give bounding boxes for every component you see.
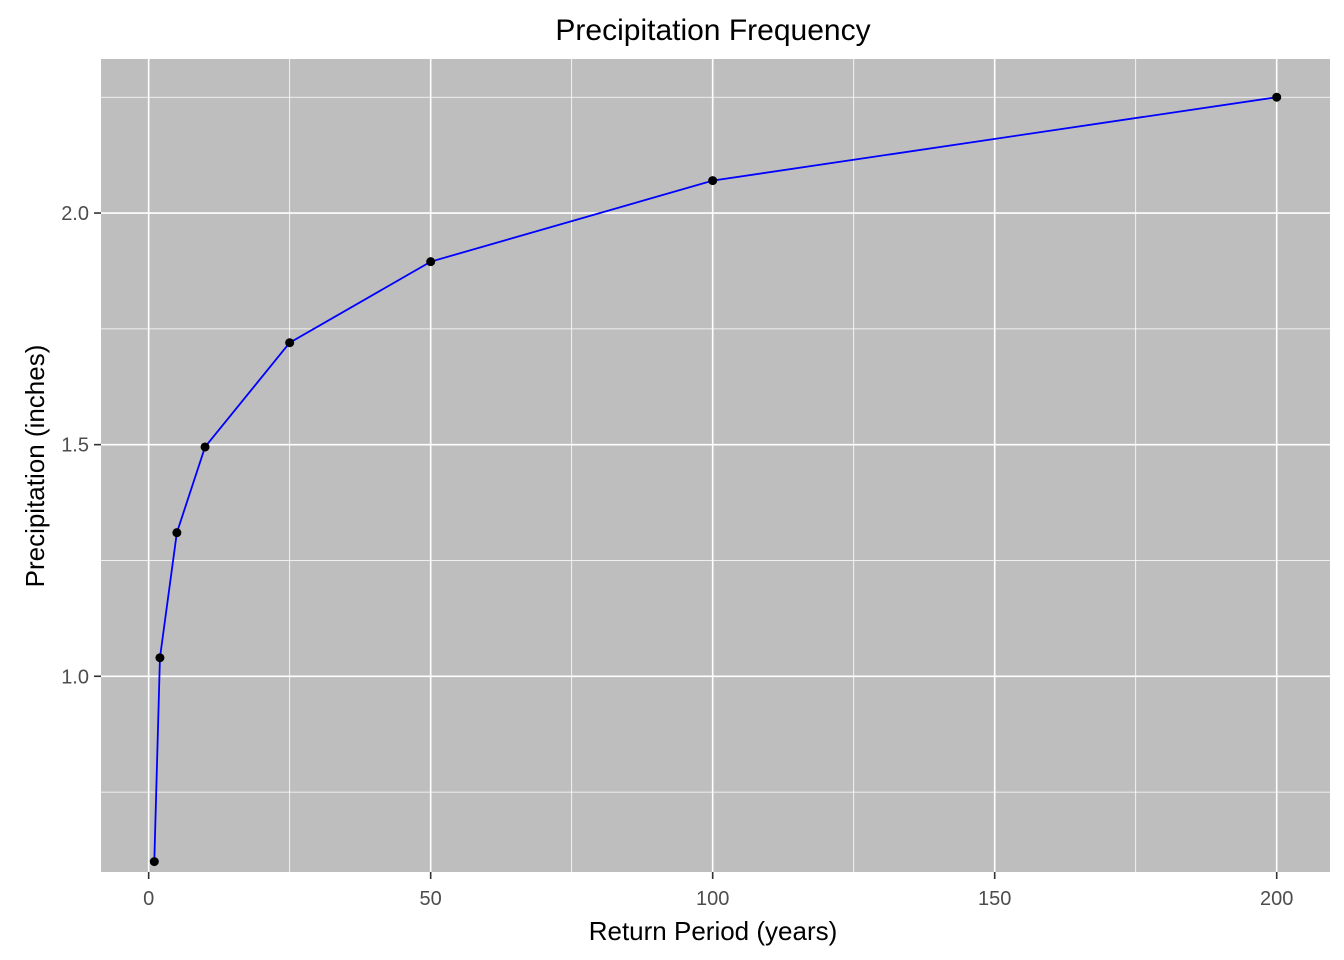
x-tick-label: 50	[420, 888, 442, 910]
minor-gridlines	[101, 59, 1330, 872]
data-point	[1272, 92, 1282, 102]
y-axis-title: Precipitation (inches)	[20, 345, 50, 588]
data-point	[426, 257, 436, 267]
chart-title: Precipitation Frequency	[555, 14, 870, 47]
y-axis-ticks: 1.0 1.5 2.0	[61, 203, 101, 688]
data-point	[149, 857, 159, 867]
x-axis-ticks: 0 50 100 150 200	[143, 872, 1293, 910]
x-axis-title: Return Period (years)	[589, 916, 838, 946]
data-point	[708, 176, 718, 186]
data-points	[149, 92, 1282, 867]
series-line-group	[153, 96, 1277, 862]
data-point	[200, 442, 210, 452]
x-tick-label: 200	[1260, 888, 1293, 910]
x-tick-label: 0	[143, 888, 154, 910]
x-tick-label: 150	[978, 888, 1011, 910]
major-gridlines	[101, 59, 1330, 872]
data-point	[172, 528, 182, 538]
x-tick-label: 100	[696, 888, 729, 910]
plot-panel	[101, 59, 1330, 872]
data-point	[285, 338, 295, 348]
data-point	[155, 653, 165, 663]
series-line	[153, 96, 1277, 862]
y-tick-label: 1.0	[61, 666, 89, 688]
y-tick-label: 2.0	[61, 203, 89, 225]
y-tick-label: 1.5	[61, 435, 89, 457]
